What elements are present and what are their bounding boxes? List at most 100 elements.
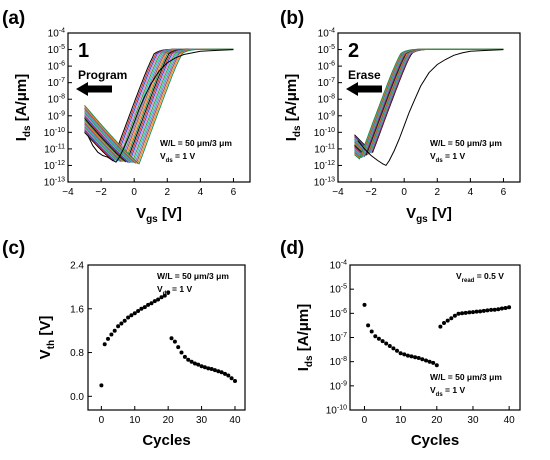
y-tick-label: 10-7	[48, 77, 65, 89]
y-tick-label: 10-9	[48, 110, 65, 122]
data-point	[395, 348, 399, 353]
data-point	[373, 334, 378, 339]
data-point	[159, 295, 164, 300]
y-tick-label: 10-8	[330, 356, 347, 368]
y-tick-label: 10-4	[48, 28, 65, 40]
x-tick-label: −4	[62, 187, 74, 198]
data-point	[499, 306, 504, 311]
panel-label: (d)	[280, 238, 304, 259]
y-tick-label: 10-12	[44, 160, 65, 172]
data-point	[169, 336, 174, 341]
data-point	[366, 323, 371, 328]
data-point	[212, 368, 217, 373]
y-tick-label: 10-9	[318, 110, 335, 122]
y-tick-label: 10-7	[318, 77, 335, 89]
data-point	[496, 307, 501, 312]
arrow-label: Program	[78, 68, 127, 82]
data-point	[387, 344, 392, 348]
data-point	[376, 336, 381, 341]
data-point	[478, 309, 483, 314]
annotation-vds: Vds = 1 V	[157, 284, 192, 297]
data-point	[445, 318, 450, 323]
panel-label: (c)	[2, 238, 25, 259]
data-point	[152, 299, 157, 304]
plot-area	[354, 48, 504, 167]
y-tick-label: 10-5	[48, 44, 65, 56]
data-point	[126, 315, 131, 320]
annotation-wl: W/L = 50 μm/3 μm	[160, 138, 232, 148]
data-point	[192, 361, 197, 366]
data-point	[102, 342, 107, 347]
data-point	[416, 356, 421, 360]
data-point	[176, 345, 181, 350]
data-point	[492, 307, 497, 312]
plot-frame	[67, 32, 251, 183]
data-point	[99, 383, 104, 388]
x-tick-label: 6	[501, 187, 507, 198]
y-tick-label: 10-5	[318, 44, 335, 56]
data-point	[402, 352, 407, 357]
arrow-label: Erase	[348, 68, 381, 82]
panel-label: (a)	[2, 8, 25, 29]
annotation-vds: Vds = 1 V	[430, 385, 465, 398]
x-tick-label: 10	[395, 415, 407, 426]
y-tick-label: 10-7	[330, 332, 347, 344]
data-point	[481, 308, 486, 313]
x-tick-label: −4	[332, 187, 344, 198]
data-point	[507, 305, 512, 310]
data-point	[460, 311, 465, 316]
plot-frame	[337, 32, 521, 183]
x-axis-title: Cycles	[411, 432, 459, 449]
data-point	[409, 354, 414, 359]
y-tick-label: 10-13	[314, 177, 335, 189]
data-point	[369, 329, 374, 334]
panel-b: (b) 10-13 10-12 10-11 10-10 10-9 10-8 10-7 10-6 1…	[280, 8, 521, 225]
plot-frame	[87, 264, 246, 411]
x-tick-label: 40	[229, 415, 241, 426]
y-tick-label: 0.0	[70, 392, 84, 403]
x-tick-label: 10	[129, 415, 141, 426]
data-point	[129, 313, 134, 318]
data-point	[384, 341, 389, 346]
y-tick-label: 1.6	[70, 304, 84, 315]
data-point	[420, 357, 425, 362]
data-point	[206, 366, 211, 371]
y-axis-title: Ids [A/μm]	[13, 74, 33, 142]
y-tick-label: 10-8	[48, 94, 65, 106]
data-point	[226, 373, 231, 378]
x-tick-label: 30	[196, 415, 208, 426]
y-tick-label: 10-4	[330, 260, 347, 272]
data-point	[431, 360, 436, 365]
panel-a: (a) 10-13 10-12 10-11 10-10 10-9 10-8 10-7 10-6 1…	[2, 8, 251, 225]
data-point	[112, 328, 117, 333]
y-tick-label: 10-13	[44, 177, 65, 189]
x-tick-label: 20	[163, 415, 175, 426]
data-point	[149, 301, 154, 306]
data-point	[156, 297, 161, 302]
data-point	[166, 290, 171, 295]
data-point	[229, 376, 234, 381]
series-line-cycle	[354, 48, 504, 153]
data-point	[196, 362, 201, 367]
data-point	[106, 336, 110, 341]
data-point	[189, 359, 194, 364]
y-tick-label: 10-6	[318, 61, 335, 73]
data-point	[391, 346, 396, 351]
x-axis-title: Vgs [V]	[136, 205, 182, 225]
series-line-initial	[357, 49, 504, 167]
data-point	[219, 370, 224, 375]
x-axis-title: Vgs [V]	[406, 205, 452, 225]
x-tick-label: 0	[362, 415, 368, 426]
x-tick-label: 6	[231, 187, 237, 198]
y-tick-label: 0.8	[70, 348, 84, 359]
data-point	[434, 363, 439, 368]
data-point	[162, 293, 167, 298]
data-point	[485, 308, 490, 313]
data-point	[427, 359, 432, 364]
panel-d: (d) 10-10 10-9 10-8 10-7 10-6 10-5 10-4 0 10 20 30 4…	[280, 238, 521, 449]
data-point	[463, 310, 468, 315]
x-tick-label: 4	[198, 187, 204, 198]
direction-arrow	[346, 82, 382, 96]
x-tick-label: 2	[434, 187, 440, 198]
data-point	[471, 310, 475, 315]
